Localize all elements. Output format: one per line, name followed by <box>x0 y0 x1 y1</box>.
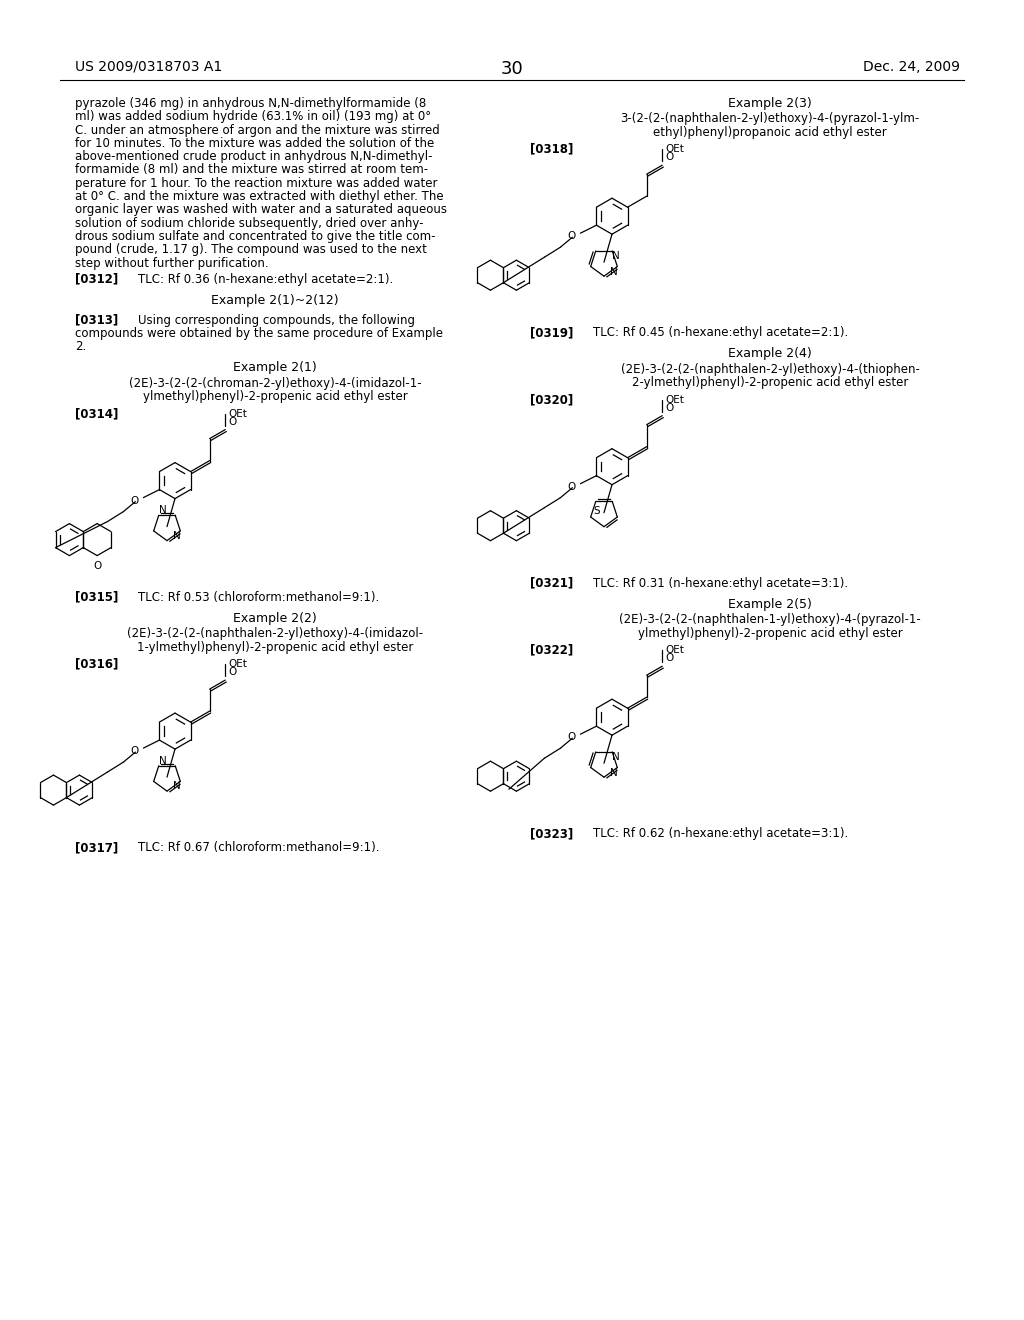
Text: compounds were obtained by the same procedure of Example: compounds were obtained by the same proc… <box>75 327 443 339</box>
Text: [0315]: [0315] <box>75 590 119 603</box>
Text: [0318]: [0318] <box>530 143 573 156</box>
Text: 2-ylmethyl)phenyl)-2-propenic acid ethyl ester: 2-ylmethyl)phenyl)-2-propenic acid ethyl… <box>632 376 908 389</box>
Text: pyrazole (346 mg) in anhydrous N,N-dimethylformamide (8: pyrazole (346 mg) in anhydrous N,N-dimet… <box>75 96 426 110</box>
Text: O: O <box>93 561 101 570</box>
Text: Example 2(1)~2(12): Example 2(1)~2(12) <box>211 294 339 308</box>
Text: ethyl)phenyl)propanoic acid ethyl ester: ethyl)phenyl)propanoic acid ethyl ester <box>653 125 887 139</box>
Text: Using corresponding compounds, the following: Using corresponding compounds, the follo… <box>138 314 415 326</box>
Text: N: N <box>173 781 180 792</box>
Text: [0317]: [0317] <box>75 841 118 854</box>
Text: OEt: OEt <box>228 659 247 669</box>
Text: N: N <box>609 767 617 777</box>
Text: at 0° C. and the mixture was extracted with diethyl ether. The: at 0° C. and the mixture was extracted w… <box>75 190 443 203</box>
Text: Example 2(5): Example 2(5) <box>728 598 812 611</box>
Text: Example 2(2): Example 2(2) <box>233 612 316 624</box>
Text: O: O <box>228 667 237 677</box>
Text: O: O <box>567 482 575 492</box>
Text: [0319]: [0319] <box>530 326 573 339</box>
Text: N: N <box>612 251 620 261</box>
Text: OEt: OEt <box>666 645 684 655</box>
Text: S: S <box>594 507 600 516</box>
Text: solution of sodium chloride subsequently, dried over anhy-: solution of sodium chloride subsequently… <box>75 216 424 230</box>
Text: 30: 30 <box>501 59 523 78</box>
Text: OEt: OEt <box>228 409 247 418</box>
Text: above-mentioned crude product in anhydrous N,N-dimethyl-: above-mentioned crude product in anhydro… <box>75 150 432 164</box>
Text: Example 2(4): Example 2(4) <box>728 347 812 360</box>
Text: O: O <box>666 152 674 162</box>
Text: US 2009/0318703 A1: US 2009/0318703 A1 <box>75 59 222 74</box>
Text: O: O <box>666 653 674 663</box>
Text: N: N <box>173 531 180 541</box>
Text: [0314]: [0314] <box>75 408 119 420</box>
Text: (2E)-3-(2-(2-(naphthalen-2-yl)ethoxy)-4-(thiophen-: (2E)-3-(2-(2-(naphthalen-2-yl)ethoxy)-4-… <box>621 363 920 376</box>
Text: O: O <box>228 417 237 426</box>
Text: organic layer was washed with water and a saturated aqueous: organic layer was washed with water and … <box>75 203 447 216</box>
Text: drous sodium sulfate and concentrated to give the title com-: drous sodium sulfate and concentrated to… <box>75 230 435 243</box>
Text: N: N <box>609 267 617 276</box>
Text: [0312]: [0312] <box>75 273 118 286</box>
Text: ylmethyl)phenyl)-2-propenic acid ethyl ester: ylmethyl)phenyl)-2-propenic acid ethyl e… <box>638 627 902 640</box>
Text: Dec. 24, 2009: Dec. 24, 2009 <box>863 59 961 74</box>
Text: O: O <box>666 403 674 413</box>
Text: O: O <box>567 231 575 242</box>
Text: N: N <box>612 752 620 762</box>
Text: ylmethyl)phenyl)-2-propenic acid ethyl ester: ylmethyl)phenyl)-2-propenic acid ethyl e… <box>142 389 408 403</box>
Text: C. under an atmosphere of argon and the mixture was stirred: C. under an atmosphere of argon and the … <box>75 124 439 136</box>
Text: (2E)-3-(2-(2-(naphthalen-1-yl)ethoxy)-4-(pyrazol-1-: (2E)-3-(2-(2-(naphthalen-1-yl)ethoxy)-4-… <box>620 614 921 626</box>
Text: 1-ylmethyl)phenyl)-2-propenic acid ethyl ester: 1-ylmethyl)phenyl)-2-propenic acid ethyl… <box>137 640 414 653</box>
Text: [0322]: [0322] <box>530 644 573 657</box>
Text: O: O <box>567 733 575 742</box>
Text: TLC: Rf 0.53 (chloroform:methanol=9:1).: TLC: Rf 0.53 (chloroform:methanol=9:1). <box>138 590 379 603</box>
Text: ml) was added sodium hydride (63.1% in oil) (193 mg) at 0°: ml) was added sodium hydride (63.1% in o… <box>75 111 431 123</box>
Text: [0320]: [0320] <box>530 393 573 407</box>
Text: [0323]: [0323] <box>530 828 573 841</box>
Text: formamide (8 ml) and the mixture was stirred at room tem-: formamide (8 ml) and the mixture was sti… <box>75 164 428 177</box>
Text: OEt: OEt <box>666 144 684 154</box>
Text: O: O <box>130 495 138 506</box>
Text: TLC: Rf 0.67 (chloroform:methanol=9:1).: TLC: Rf 0.67 (chloroform:methanol=9:1). <box>138 841 380 854</box>
Text: TLC: Rf 0.62 (n-hexane:ethyl acetate=3:1).: TLC: Rf 0.62 (n-hexane:ethyl acetate=3:1… <box>593 828 848 841</box>
Text: O: O <box>130 746 138 756</box>
Text: pound (crude, 1.17 g). The compound was used to the next: pound (crude, 1.17 g). The compound was … <box>75 243 427 256</box>
Text: 3-(2-(2-(naphthalen-2-yl)ethoxy)-4-(pyrazol-1-ylm-: 3-(2-(2-(naphthalen-2-yl)ethoxy)-4-(pyra… <box>621 112 920 125</box>
Text: (2E)-3-(2-(2-(naphthalen-2-yl)ethoxy)-4-(imidazol-: (2E)-3-(2-(2-(naphthalen-2-yl)ethoxy)-4-… <box>127 627 423 640</box>
Text: [0313]: [0313] <box>75 314 118 326</box>
Text: TLC: Rf 0.31 (n-hexane:ethyl acetate=3:1).: TLC: Rf 0.31 (n-hexane:ethyl acetate=3:1… <box>593 577 848 590</box>
Text: for 10 minutes. To the mixture was added the solution of the: for 10 minutes. To the mixture was added… <box>75 137 434 150</box>
Text: N: N <box>159 506 167 515</box>
Text: TLC: Rf 0.45 (n-hexane:ethyl acetate=2:1).: TLC: Rf 0.45 (n-hexane:ethyl acetate=2:1… <box>593 326 848 339</box>
Text: OEt: OEt <box>666 395 684 405</box>
Text: step without further purification.: step without further purification. <box>75 256 268 269</box>
Text: 2.: 2. <box>75 341 86 354</box>
Text: N: N <box>159 756 167 766</box>
Text: (2E)-3-(2-(2-(chroman-2-yl)ethoxy)-4-(imidazol-1-: (2E)-3-(2-(2-(chroman-2-yl)ethoxy)-4-(im… <box>129 376 421 389</box>
Text: [0321]: [0321] <box>530 577 573 590</box>
Text: Example 2(3): Example 2(3) <box>728 96 812 110</box>
Text: [0316]: [0316] <box>75 657 119 671</box>
Text: Example 2(1): Example 2(1) <box>233 362 316 375</box>
Text: TLC: Rf 0.36 (n-hexane:ethyl acetate=2:1).: TLC: Rf 0.36 (n-hexane:ethyl acetate=2:1… <box>138 273 393 286</box>
Text: perature for 1 hour. To the reaction mixture was added water: perature for 1 hour. To the reaction mix… <box>75 177 437 190</box>
